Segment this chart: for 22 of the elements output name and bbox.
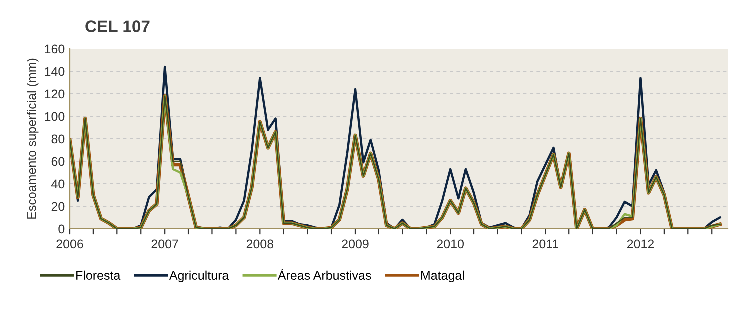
x-tick-label: 2012 bbox=[627, 240, 654, 249]
y-tick-label: 40 bbox=[52, 180, 65, 189]
y-tick-label: 60 bbox=[52, 157, 65, 166]
x-tick-label: 2009 bbox=[342, 240, 369, 249]
x-tick-label: 2011 bbox=[532, 240, 558, 249]
y-tick-label: 160 bbox=[45, 44, 65, 54]
y-axis-title: Escoamento superficial (mm) bbox=[27, 58, 39, 219]
x-tick-label: 2007 bbox=[152, 240, 178, 249]
legend-label: Agricultura bbox=[169, 270, 230, 282]
legend-label: Floresta bbox=[76, 270, 121, 280]
y-tick-label: 100 bbox=[45, 112, 65, 122]
x-tick-label: 2010 bbox=[437, 240, 464, 249]
y-tick-label: 80 bbox=[52, 134, 65, 144]
x-tick-label: 2008 bbox=[246, 240, 274, 249]
y-tick-label: 120 bbox=[45, 90, 65, 99]
y-tick-label: 140 bbox=[45, 67, 65, 76]
x-tick-label: 2006 bbox=[56, 240, 84, 249]
legend-label: Matagal bbox=[421, 270, 464, 282]
legend-label: Áreas Arbustivas bbox=[278, 269, 372, 280]
y-tick-label: 0 bbox=[58, 224, 65, 234]
chart-title: CEL 107 bbox=[86, 20, 150, 32]
y-tick-label: 20 bbox=[52, 202, 65, 212]
